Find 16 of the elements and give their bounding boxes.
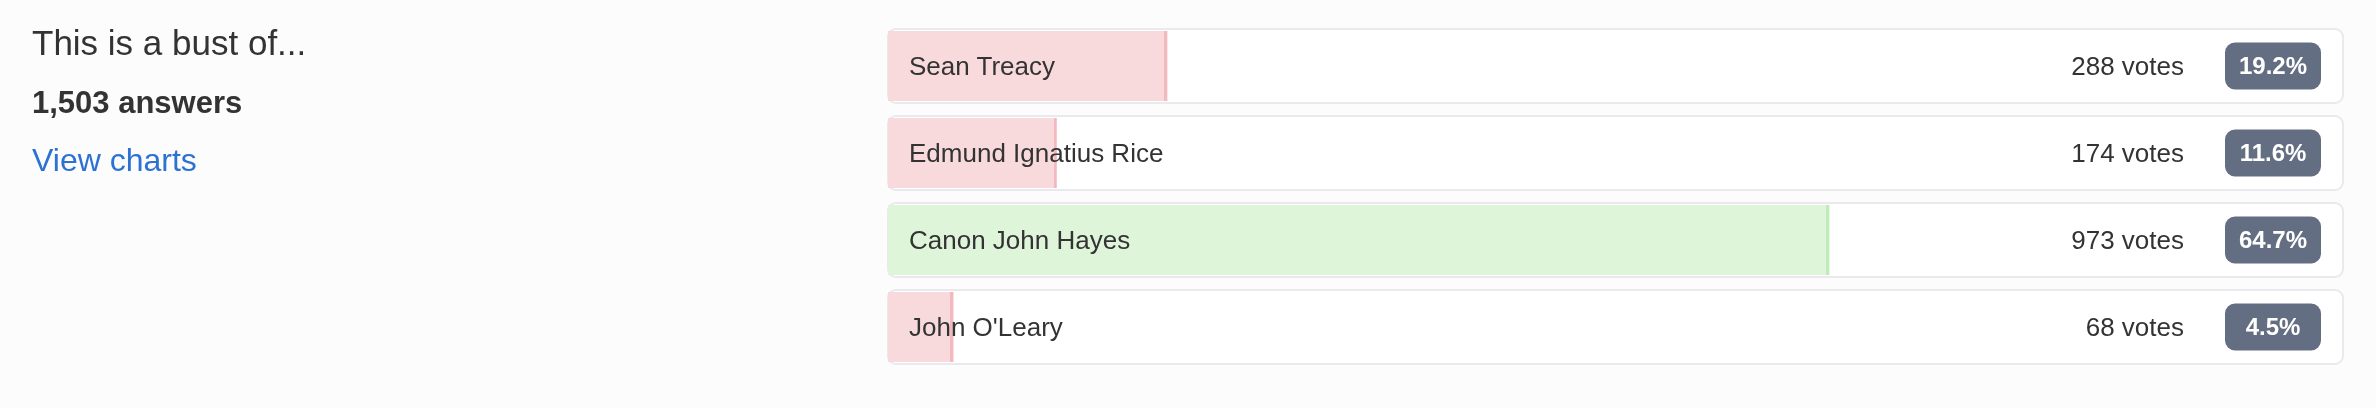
text: 1,503 answers xyxy=(32,85,243,120)
y-tick-label: Sean Treacy xyxy=(909,50,1055,81)
text: This is a bust of... xyxy=(32,23,307,62)
y-tick-label: John O'Leary xyxy=(909,311,1063,342)
bar xyxy=(888,30,1168,101)
text: View charts xyxy=(32,142,197,178)
annotation: 973 votes xyxy=(2071,224,2184,255)
data-label: 19.2% xyxy=(2238,51,2308,79)
y-tick-label: Edmund Ignatius Rice xyxy=(909,137,1164,168)
data-label: 11.6% xyxy=(2239,138,2307,166)
annotation: 68 votes xyxy=(2085,311,2184,342)
data-label: 64.7% xyxy=(2238,225,2308,253)
annotation: 174 votes xyxy=(2071,137,2184,168)
y-tick-label: Canon John Hayes xyxy=(909,224,1131,255)
annotation: 288 votes xyxy=(2071,50,2184,81)
data-label: 4.5% xyxy=(2245,312,2301,340)
